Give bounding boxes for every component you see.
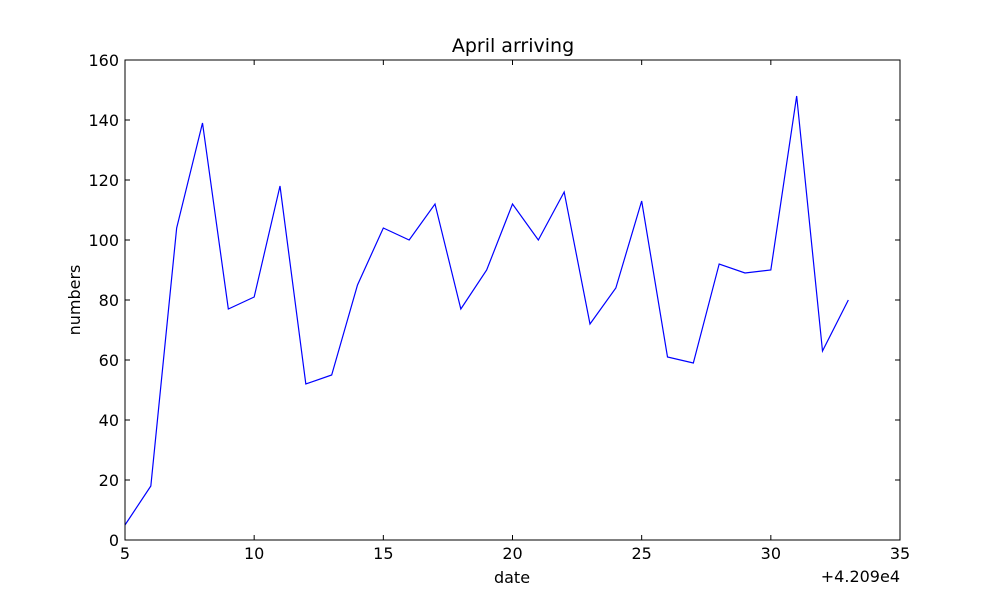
y-tick-label: 160 xyxy=(88,51,119,70)
chart-title: April arriving xyxy=(452,35,574,57)
plot-area xyxy=(124,95,849,526)
x-tick-label: 35 xyxy=(890,544,910,563)
y-axis-label: numbers xyxy=(65,265,84,336)
series-line xyxy=(124,95,849,526)
y-tick-label: 60 xyxy=(99,351,119,370)
y-tick-label: 20 xyxy=(99,471,119,490)
y-tick-label: 120 xyxy=(88,171,119,190)
x-tick-label: 10 xyxy=(244,544,264,563)
axis-ticks: 5 10 15 20 25 30 35 0 20 40 60 80 100 120 140 160 xyxy=(88,51,910,563)
y-tick-label: 0 xyxy=(109,531,119,550)
y-tick-label: 140 xyxy=(88,111,119,130)
x-tick-label: 5 xyxy=(120,544,130,563)
x-tick-label: 20 xyxy=(502,544,522,563)
x-tick-label: 15 xyxy=(373,544,393,563)
x-tick-label: 30 xyxy=(761,544,781,563)
x-offset-label: +4.209e4 xyxy=(821,567,900,586)
y-tick-label: 100 xyxy=(88,231,119,250)
x-axis-label: date xyxy=(494,568,530,587)
y-tick-label: 80 xyxy=(99,291,119,310)
x-tick-label: 25 xyxy=(631,544,651,563)
plot-frame xyxy=(124,59,901,541)
y-tick-label: 40 xyxy=(99,411,119,430)
